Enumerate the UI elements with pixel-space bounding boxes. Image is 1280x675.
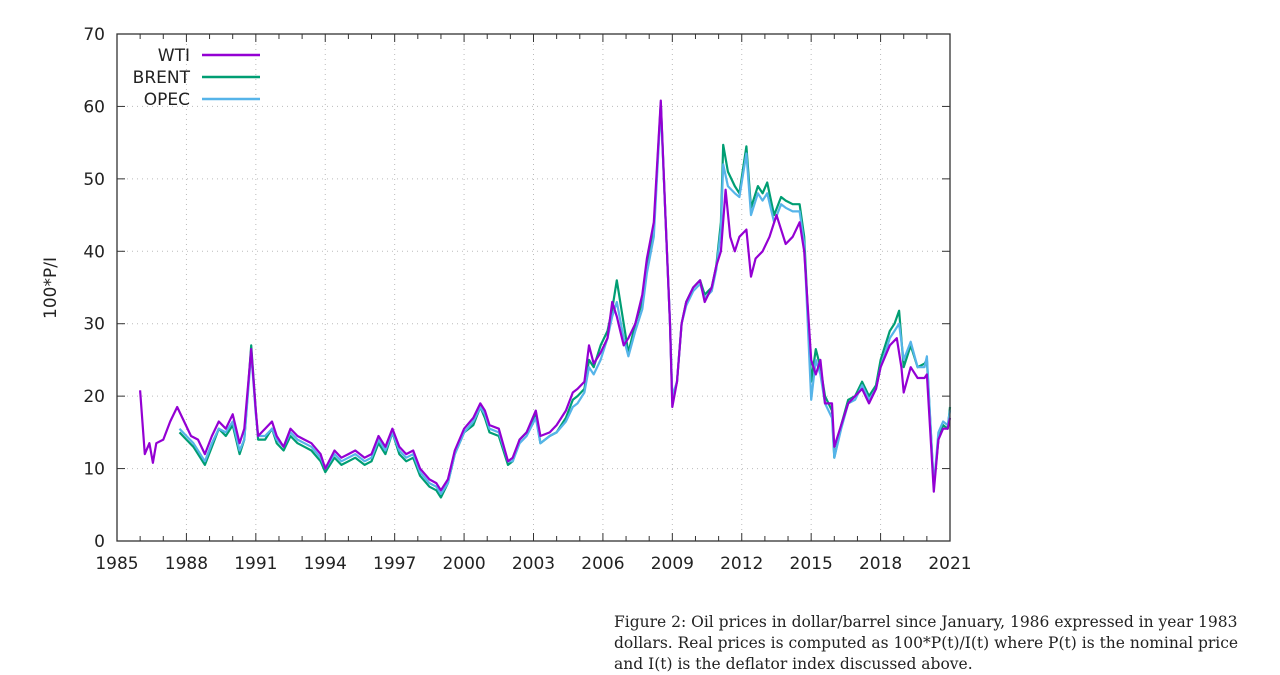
legend-label-opec: OPEC xyxy=(144,90,190,110)
y-tick-label: 50 xyxy=(83,170,105,190)
x-tick-label: 1988 xyxy=(165,554,208,574)
y-tick-label: 60 xyxy=(83,97,105,117)
x-tick-label: 2021 xyxy=(928,554,971,574)
figure-caption: Figure 2: Oil prices in dollar/barrel si… xyxy=(614,613,1239,673)
x-tick-label: 2012 xyxy=(720,554,763,574)
plot-frame xyxy=(116,33,951,542)
axis-ticks: 0 10 20 30 40 50 60 70 1985 1988 1991 1994 1997 2000 2… xyxy=(83,25,971,574)
y-tick-label: 10 xyxy=(83,460,105,480)
grid xyxy=(117,34,950,541)
y-axis-label: 100*P/I xyxy=(41,257,61,319)
y-tick-label: 0 xyxy=(94,532,105,552)
x-tick-label: 1994 xyxy=(304,554,347,574)
legend-label-wti: WTI xyxy=(158,46,190,66)
x-tick-label: 2000 xyxy=(442,554,485,574)
series-lines xyxy=(139,99,952,499)
x-tick-label: 1985 xyxy=(95,554,138,574)
x-tick-label: 2009 xyxy=(651,554,694,574)
y-tick-label: 30 xyxy=(83,315,105,335)
y-tick-label: 70 xyxy=(83,25,105,45)
y-tick-label: 20 xyxy=(83,387,105,407)
x-tick-label: 2003 xyxy=(512,554,555,574)
series-line-wti xyxy=(139,99,952,493)
legend-label-brent: BRENT xyxy=(133,68,191,88)
oil-price-chart: 0 10 20 30 40 50 60 70 1985 1988 1991 1994 1997 2000 2… xyxy=(41,25,972,574)
x-tick-label: 1991 xyxy=(234,554,277,574)
x-tick-label: 2006 xyxy=(581,554,624,574)
x-tick-label: 2015 xyxy=(790,554,833,574)
x-tick-label: 1997 xyxy=(373,554,416,574)
x-tick-label: 2018 xyxy=(859,554,902,574)
y-tick-label: 40 xyxy=(83,242,105,262)
